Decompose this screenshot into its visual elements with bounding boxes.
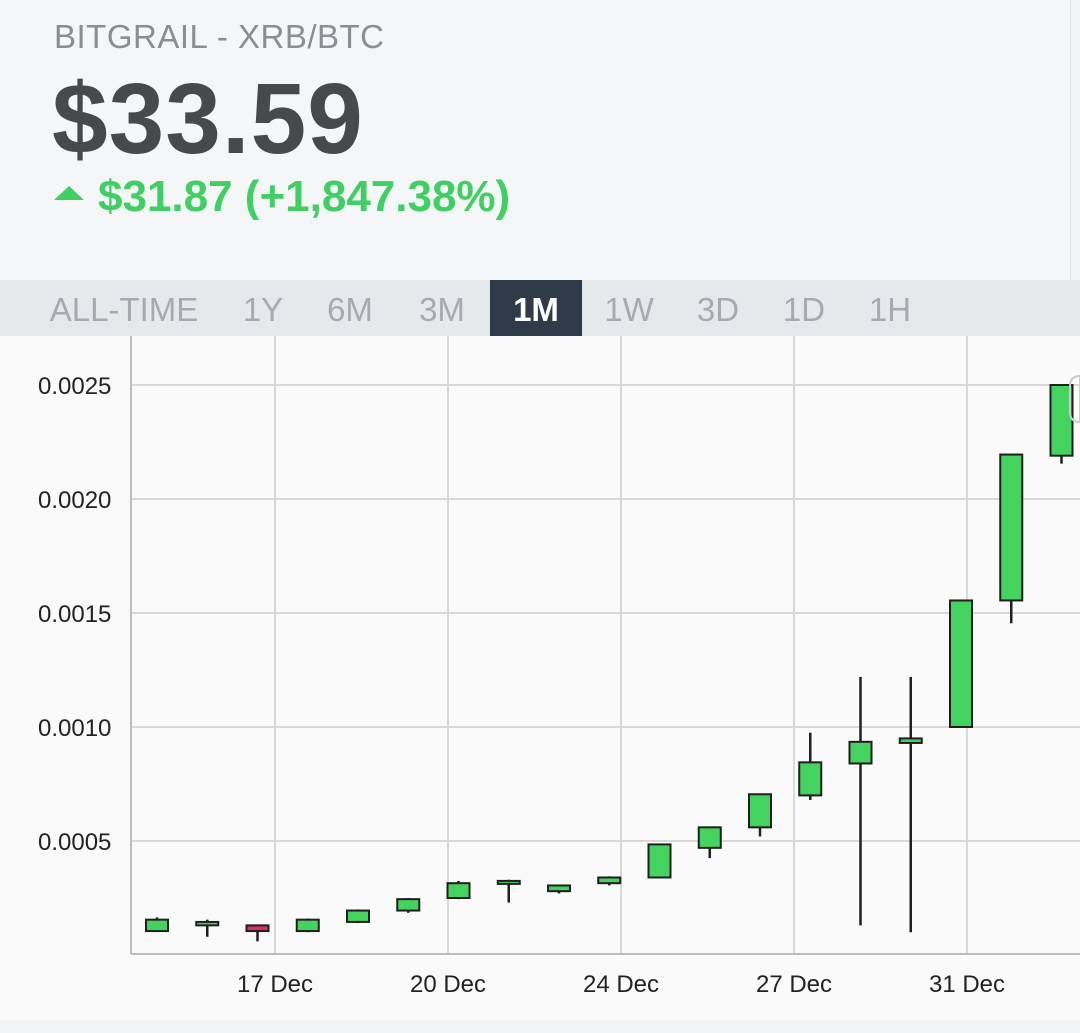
y-tick-label: 0.0015	[38, 601, 111, 628]
tab-1d[interactable]: 1D	[782, 291, 826, 328]
price-change: $31.87 (+1,847.38%)	[54, 172, 510, 222]
candle-body	[949, 599, 973, 728]
candle-body	[547, 884, 571, 893]
price-change-value: $31.87 (+1,847.38%)	[98, 172, 511, 221]
tab-3m[interactable]: 3M	[419, 291, 465, 328]
candle-body	[346, 909, 370, 923]
scroll-handle-icon	[1069, 375, 1080, 424]
candle-body	[446, 882, 471, 899]
chart-area[interactable]: 0.0005 0.0010 0.0015 0.0020 0.0025 17 Dec 20 D…	[0, 336, 1080, 1020]
y-tick-label: 0.0025	[38, 373, 111, 400]
candle-body	[597, 876, 622, 885]
candle-body	[396, 898, 421, 912]
tab-1w[interactable]: 1W	[604, 291, 654, 328]
candle-body	[647, 843, 672, 879]
tab-1m[interactable]: 1M	[490, 280, 582, 336]
x-tick-label: 27 Dec	[756, 971, 832, 998]
candle-body	[195, 920, 220, 927]
candle-body	[999, 453, 1024, 602]
tab-all-time[interactable]: ALL-TIME	[49, 291, 199, 328]
price-header: BITGRAIL - XRB/BTC $33.59 $31.87 (+1,847…	[0, 0, 1071, 280]
tab-3d[interactable]: 3D	[696, 291, 740, 328]
tab-1y[interactable]: 1Y	[242, 291, 284, 328]
candle-body	[898, 737, 923, 744]
market-pair-label: BITGRAIL - XRB/BTC	[54, 18, 385, 55]
y-tick-label: 0.0020	[38, 487, 111, 514]
current-price: $33.59	[52, 63, 364, 175]
candle-body	[748, 793, 772, 829]
timeframe-tabs: ALL-TIME 1Y 6M 3M 1M 1W 3D 1D 1H	[0, 280, 1080, 336]
y-tick-label: 0.0010	[38, 715, 111, 742]
candle-body	[245, 924, 270, 933]
up-triangle-icon	[54, 186, 84, 200]
candle-body	[496, 879, 521, 885]
candle-body	[145, 918, 169, 933]
candlestick-chart: 0.0005 0.0010 0.0015 0.0020 0.0025 17 Dec 20 D…	[38, 336, 1080, 998]
x-tick-label: 24 Dec	[583, 971, 659, 998]
candle-body	[848, 740, 873, 765]
candle-body	[697, 826, 722, 849]
x-tick-label: 17 Dec	[237, 971, 313, 998]
y-tick-label: 0.0005	[38, 829, 111, 856]
x-tick-label: 31 Dec	[929, 971, 1005, 998]
tab-6m[interactable]: 6M	[327, 291, 373, 328]
tab-1h[interactable]: 1H	[868, 291, 912, 328]
candle-body	[798, 761, 823, 797]
x-tick-label: 20 Dec	[410, 971, 486, 998]
candle-body	[295, 918, 320, 933]
